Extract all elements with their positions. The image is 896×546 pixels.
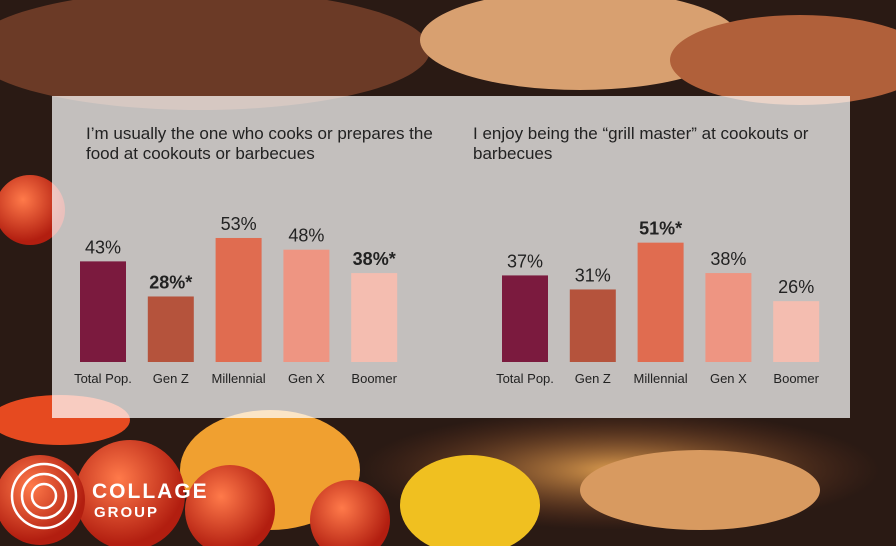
x-tick-label: Gen X [288, 371, 325, 386]
value-label: 43% [85, 237, 121, 257]
x-tick-label: Total Pop. [496, 371, 554, 386]
bar [215, 237, 262, 362]
bar [147, 296, 194, 362]
bar [569, 289, 616, 362]
bar [637, 242, 684, 362]
value-label: 38%* [353, 249, 396, 269]
x-tick-label: Millennial [633, 371, 687, 386]
x-tick-label: Gen Z [575, 371, 611, 386]
x-tick-label: Boomer [351, 371, 397, 386]
bar [705, 273, 752, 362]
panel [52, 96, 850, 418]
bar [283, 249, 330, 362]
bar [502, 275, 548, 362]
chart-title: I’m usually the one who cooks or prepare… [86, 124, 433, 163]
value-label: 31% [575, 265, 611, 285]
bar [351, 273, 398, 362]
x-tick-label: Boomer [773, 371, 819, 386]
value-label: 48% [288, 226, 324, 246]
logo-text: COLLAGE [92, 480, 209, 503]
x-tick-label: Millennial [211, 371, 265, 386]
x-tick-label: Gen Z [153, 371, 189, 386]
x-tick-label: Gen X [710, 371, 747, 386]
value-label: 51%* [639, 219, 682, 239]
value-label: 53% [221, 214, 257, 234]
value-label: 28%* [149, 272, 192, 292]
value-label: 26% [778, 277, 814, 297]
logo-mark [10, 462, 78, 530]
bar [773, 301, 820, 362]
x-tick-label: Total Pop. [74, 371, 132, 386]
value-label: 37% [507, 251, 543, 271]
bar [80, 261, 126, 362]
value-label: 38% [710, 249, 746, 269]
chart-title: I enjoy being the “grill master” at cook… [473, 124, 809, 163]
logo-text: GROUP [94, 504, 160, 521]
